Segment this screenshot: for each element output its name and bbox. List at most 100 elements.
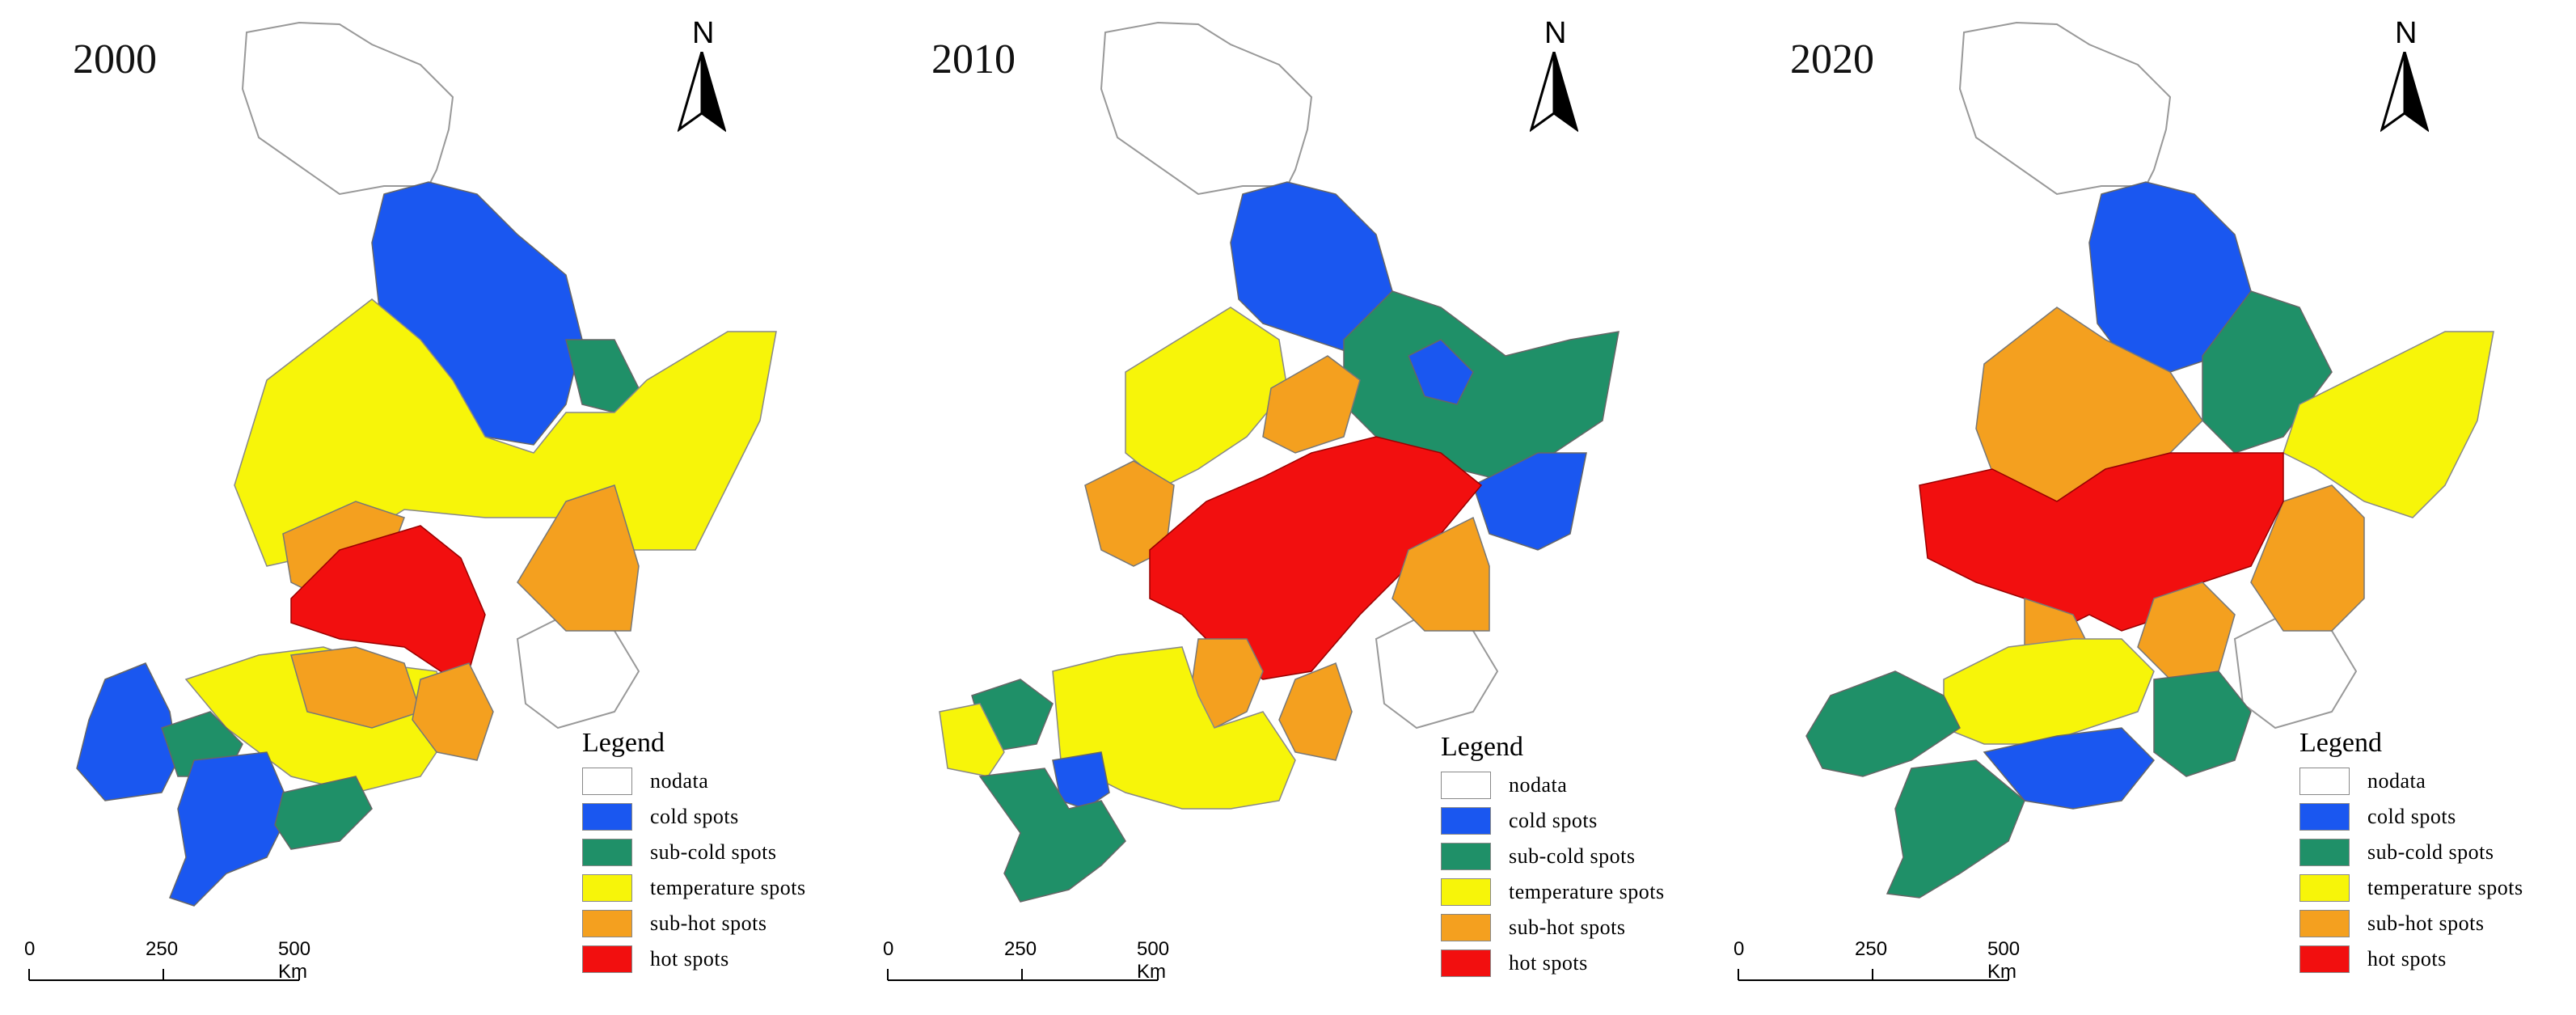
scale-bar: 0 250 500 Km	[1734, 938, 2025, 987]
legend-item: hot spots	[582, 941, 806, 977]
region-cold-south	[1983, 727, 2156, 810]
north-arrow-icon	[678, 52, 726, 133]
scale-tick-label: 0	[24, 938, 36, 960]
region-subcold-peninsula	[1886, 759, 2025, 899]
region-temperature-farwest	[939, 703, 1005, 777]
scale-tick-label: 500 Km	[278, 938, 311, 983]
scale-bar: 0 250 500 Km	[883, 938, 1174, 987]
region-subhot-east	[2250, 484, 2365, 632]
region-nodata-east	[516, 613, 640, 730]
legend-swatch	[1441, 914, 1491, 941]
scale-tick-label: 0	[1734, 938, 1745, 960]
legend-item: sub-hot spots	[2299, 906, 2523, 941]
legend-label: nodata	[1509, 773, 1568, 797]
region-subcold-west	[1805, 670, 1961, 777]
legend-item: hot spots	[1441, 945, 1665, 981]
region-cold-center-ne	[1408, 339, 1474, 405]
region-temperature-south	[1943, 638, 2155, 745]
north-arrow-icon	[1530, 52, 1578, 133]
legend-item: temperature spots	[2299, 870, 2523, 906]
region-subhot-east	[517, 484, 640, 632]
region-subhot-se	[412, 662, 494, 761]
map-panel-2010: 2010 N Legend nodata cold spots sub-cold…	[859, 0, 1717, 1015]
legend-label: nodata	[2367, 769, 2426, 793]
legend-swatch	[1441, 843, 1491, 870]
scale-tick-label: 500 Km	[1137, 938, 1170, 983]
north-label: N	[1544, 16, 1567, 50]
scale-tick-label: 250	[1004, 938, 1037, 960]
choropleth-map-2010	[939, 21, 1620, 903]
legend-label: hot spots	[650, 947, 729, 971]
scale-line	[887, 969, 1159, 981]
year-label: 2010	[931, 36, 1016, 82]
scale-tick-label: 250	[1855, 938, 1888, 960]
legend-label: temperature spots	[650, 876, 806, 899]
legend-swatch	[582, 945, 632, 973]
region-nodata-east	[2233, 613, 2358, 730]
map-panel-2000: 2000 N Legend nodata cold spots sub-cold…	[0, 0, 859, 1015]
legend-item: nodata	[2299, 763, 2523, 799]
legend: Legend nodata cold spots sub-cold spots …	[2299, 728, 2523, 977]
legend-swatch	[582, 803, 632, 831]
legend: Legend nodata cold spots sub-cold spots …	[582, 728, 806, 977]
region-nodata-north	[1100, 21, 1313, 196]
legend-swatch	[1441, 807, 1491, 835]
legend-label: sub-cold spots	[2367, 840, 2494, 864]
year-label: 2020	[1790, 36, 1874, 82]
legend-title: Legend	[582, 728, 665, 758]
legend-item: cold spots	[2299, 799, 2523, 835]
north-arrow-icon	[2380, 52, 2429, 133]
region-subhot-east	[1391, 516, 1490, 632]
region-nodata-east	[1375, 613, 1499, 730]
legend-swatch	[1441, 772, 1491, 799]
legend-label: sub-hot spots	[2367, 911, 2485, 935]
map-panel-2020: 2020 N Legend nodata cold spots sub-cold…	[1717, 0, 2576, 1015]
north-label: N	[692, 16, 715, 50]
legend-label: cold spots	[1509, 809, 1598, 832]
legend-item: cold spots	[582, 799, 806, 835]
legend-label: sub-hot spots	[650, 911, 767, 935]
legend-item: sub-hot spots	[582, 906, 806, 941]
region-subcold-coast	[274, 776, 373, 850]
region-temperature-south	[1052, 646, 1296, 810]
legend-swatch	[2299, 768, 2350, 795]
legend-title: Legend	[1441, 732, 1523, 762]
legend-item: sub-hot spots	[1441, 910, 1665, 945]
legend-label: nodata	[650, 769, 709, 793]
region-subhot-north	[1262, 355, 1361, 454]
region-subhot-se	[1278, 662, 1353, 761]
legend-item: nodata	[582, 763, 806, 799]
legend-label: sub-hot spots	[1509, 916, 1626, 939]
region-nodata-north	[241, 21, 454, 196]
choropleth-map-2020	[1805, 21, 2494, 899]
legend-item: sub-cold spots	[2299, 835, 2523, 870]
scale-tick-label: 250	[146, 938, 179, 960]
legend-label: hot spots	[2367, 947, 2447, 971]
legend-label: hot spots	[1509, 951, 1588, 975]
legend-item: temperature spots	[582, 870, 806, 906]
legend-swatch	[1441, 949, 1491, 977]
legend-swatch	[582, 839, 632, 866]
legend-item: cold spots	[1441, 803, 1665, 839]
legend-label: cold spots	[650, 805, 739, 828]
legend: Legend nodata cold spots sub-cold spots …	[1441, 732, 1665, 981]
legend-swatch	[2299, 874, 2350, 902]
region-cold-west	[76, 662, 179, 801]
north-label: N	[2395, 16, 2418, 50]
region-nodata-north	[1958, 21, 2172, 196]
legend-title: Legend	[2299, 728, 2382, 758]
legend-item: temperature spots	[1441, 874, 1665, 910]
region-hot-center	[1919, 452, 2284, 632]
legend-swatch	[2299, 803, 2350, 831]
legend-item: sub-cold spots	[582, 835, 806, 870]
legend-label: cold spots	[2367, 805, 2456, 828]
region-subcold-se	[2153, 670, 2252, 777]
legend-swatch	[1441, 878, 1491, 906]
legend-swatch	[582, 768, 632, 795]
legend-label: temperature spots	[1509, 880, 1665, 903]
legend-swatch	[2299, 945, 2350, 973]
legend-item: hot spots	[2299, 941, 2523, 977]
scale-tick-label: 0	[883, 938, 894, 960]
scale-line	[1738, 969, 2009, 981]
legend-item: nodata	[1441, 768, 1665, 803]
